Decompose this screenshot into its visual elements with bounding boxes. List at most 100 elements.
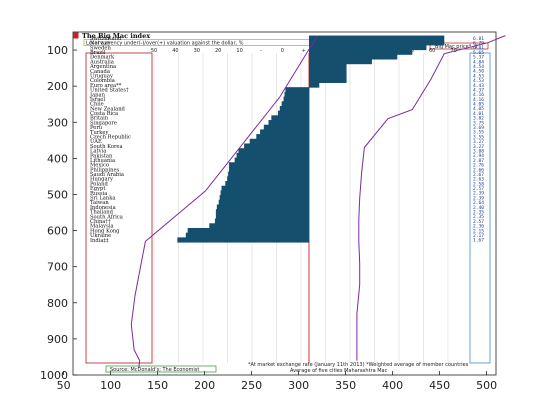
bar (185, 232, 309, 238)
country-label: Switzerland (90, 36, 122, 42)
y-tick-label: 500 (47, 188, 68, 201)
country-label: Ukraine (90, 233, 111, 239)
country-label: Australia (89, 59, 114, 65)
price-label: 4.01 (473, 111, 484, 117)
bar (283, 96, 309, 102)
country-label: China†† (90, 219, 111, 225)
y-tick-label: 900 (47, 333, 68, 346)
bar (309, 35, 445, 41)
country-label: Sri Lanka (90, 196, 115, 202)
price-label: 2.39 (473, 195, 484, 201)
country-label: New Zealand (90, 106, 126, 112)
x-tick-label: 400 (382, 379, 403, 392)
price-label: 3.27 (473, 144, 484, 150)
bar (221, 185, 309, 191)
country-label: Britain (90, 116, 109, 122)
price-label: 3.69 (473, 125, 484, 131)
price-label: 2.66 (473, 167, 484, 173)
price-label: 6.79 (473, 41, 484, 47)
country-labels: SwitzerlandNorwaySwedenBrazilDenmarkAust… (89, 36, 131, 244)
top-tick-label: 0 (281, 48, 284, 54)
x-tick-label: 500 (476, 379, 497, 392)
y-tick-label: 800 (47, 297, 68, 310)
price-label: 2.63 (473, 177, 484, 183)
bar (177, 237, 309, 243)
country-label: UAE (90, 139, 102, 145)
price-label: 4.53 (473, 73, 484, 79)
country-label: Egypt (90, 186, 106, 192)
bar (309, 59, 372, 65)
bar (236, 152, 309, 159)
country-label: Hungary (90, 177, 113, 183)
price-label: 2.35 (473, 214, 484, 220)
country-label: United States† (90, 88, 129, 94)
footnote-right: *At market exchange rate (January 11th 2… (248, 362, 469, 368)
price-label: 2.40 (473, 205, 484, 211)
price-label: 2.67 (473, 172, 484, 178)
overlay-line-1 (356, 35, 506, 361)
country-label: Malaysia (90, 224, 114, 230)
country-label: Israel (90, 97, 105, 103)
country-label: Sweden (90, 45, 111, 51)
x-tick-label: 350 (335, 379, 356, 392)
bar (256, 134, 309, 140)
country-label: Denmark (90, 55, 115, 61)
country-label: Latvia (90, 149, 106, 155)
price-label: 2.76 (473, 163, 484, 169)
bar (228, 171, 309, 177)
bar (249, 138, 309, 144)
x-tick-label: 300 (288, 379, 309, 392)
country-label: Uruguay (90, 73, 113, 79)
bar (214, 218, 309, 224)
country-label: Taiwan (90, 200, 109, 206)
price-label: 2.57 (473, 186, 484, 192)
top-tick-label: 10 (236, 48, 242, 54)
bar (187, 227, 309, 234)
price-value-frame (469, 52, 491, 364)
country-label: Lithuania (90, 158, 115, 164)
country-label: Chile (90, 102, 104, 108)
price-labels: 6.816.796.015.655.374.844.544.504.534.53… (473, 36, 484, 244)
price-label: 4.05 (473, 102, 484, 108)
x-tick-label: 200 (194, 379, 215, 392)
bar (215, 213, 309, 220)
bar (309, 68, 347, 74)
bar (260, 129, 309, 135)
chart-title: The Big Mac index (82, 32, 150, 40)
country-label: Mexico (90, 163, 109, 169)
top-tick-label: 60 (429, 48, 435, 54)
bar (263, 124, 309, 130)
footnote-right-2: Average of five cities Maharashtra Mac (290, 368, 388, 374)
price-label: 2.64 (473, 200, 484, 206)
bar (309, 44, 427, 51)
country-label: Turkey (90, 130, 108, 136)
y-tick-label: 600 (47, 225, 68, 238)
red-flag-mark (73, 32, 79, 39)
country-label: Norway (90, 41, 111, 47)
price-label: 4.84 (473, 59, 484, 65)
overlay-line-2 (130, 35, 318, 368)
x-tick-label: 100 (100, 379, 121, 392)
price-label: 4.43 (473, 83, 484, 89)
country-label: Canada (90, 69, 110, 75)
price-label: 3.55 (473, 134, 484, 140)
price-label: 2.17 (473, 233, 484, 239)
overlay-lines (130, 35, 506, 368)
legend-box (429, 42, 489, 50)
country-label: Pakistan (90, 153, 113, 159)
price-label: 4.05 (473, 106, 484, 112)
price-label: 4.53 (473, 78, 484, 84)
bar (284, 91, 309, 98)
bar (309, 63, 347, 69)
country-label: Philippines (90, 167, 120, 173)
gridlines (153, 53, 449, 363)
country-label: Singapore (90, 120, 117, 126)
price-label: 3.82 (473, 116, 484, 122)
y-axis-ticks: 100 200 300 400 500 600 700 800 900 1000 (40, 44, 77, 382)
bar (244, 143, 309, 149)
y-tick-label: 1000 (40, 369, 68, 382)
x-tick-label: 450 (429, 379, 450, 392)
country-label: Argentina (89, 64, 116, 70)
price-label: 2.57 (473, 219, 484, 225)
price-label: 5.37 (473, 55, 484, 61)
